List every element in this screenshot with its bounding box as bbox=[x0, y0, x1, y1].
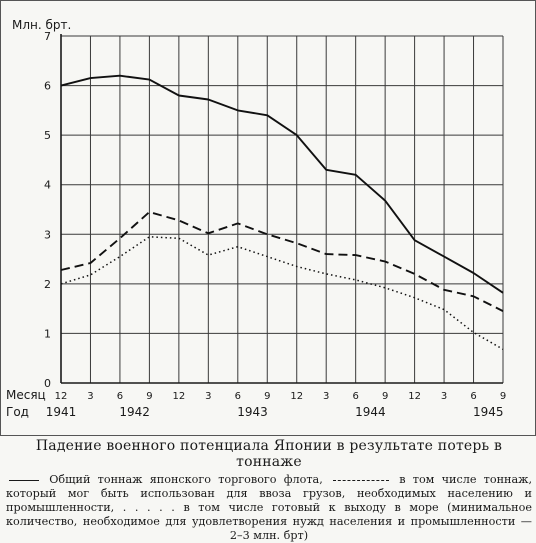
y-tick-label: 5 bbox=[44, 129, 51, 142]
x-tick-label: 6 bbox=[117, 391, 123, 402]
series-line-solid bbox=[60, 74, 504, 294]
legend-text-total: Общий тоннаж японского торгового флота, bbox=[49, 473, 323, 486]
legend-text-import: в том числе тоннаж, который мог быть исп… bbox=[6, 473, 533, 514]
series-line-dashed bbox=[60, 211, 504, 312]
y-tick-label: 7 bbox=[44, 30, 51, 43]
y-tick-label: 3 bbox=[44, 228, 51, 241]
x-tick-label: 12 bbox=[55, 391, 68, 402]
x-tick-label: 9 bbox=[146, 391, 152, 402]
month-label: Месяц bbox=[6, 388, 46, 402]
year-tick-label: 1942 bbox=[119, 405, 150, 419]
year-tick-label: 1943 bbox=[237, 405, 268, 419]
y-tick-label: 4 bbox=[44, 179, 51, 192]
x-tick-label: 3 bbox=[205, 391, 211, 402]
x-tick-label: 9 bbox=[264, 391, 270, 402]
caption-title: Падение военного потенциала Японии в рез… bbox=[35, 438, 503, 470]
y-tick-label: 1 bbox=[44, 327, 51, 340]
x-tick-label: 6 bbox=[352, 391, 358, 402]
x-tick-label: 12 bbox=[290, 391, 303, 402]
y-tick-label: 0 bbox=[44, 377, 51, 390]
grid bbox=[60, 35, 504, 384]
year-tick-label: 1941 bbox=[46, 405, 77, 419]
y-tick-label: 2 bbox=[44, 278, 51, 291]
x-tick-label: 9 bbox=[500, 391, 506, 402]
legend-solid-line bbox=[9, 479, 39, 481]
legend-dotted-marker: . . . . . bbox=[122, 501, 175, 514]
caption: Падение военного потенциала Японии в рез… bbox=[6, 438, 532, 543]
x-tick-label: 12 bbox=[172, 391, 185, 402]
x-tick-label: 6 bbox=[235, 391, 241, 402]
y-axis-title: Млн. брт. bbox=[12, 18, 71, 32]
year-label: Год bbox=[6, 405, 29, 419]
year-tick-label: 1944 bbox=[355, 405, 386, 419]
series-layer bbox=[60, 74, 504, 350]
x-tick-label: 3 bbox=[323, 391, 329, 402]
axes bbox=[60, 34, 503, 384]
legend-dashed-line bbox=[333, 479, 389, 481]
x-tick-label: 9 bbox=[382, 391, 388, 402]
x-tick-label: 12 bbox=[408, 391, 421, 402]
x-tick-label: 6 bbox=[470, 391, 476, 402]
series-line-dotted bbox=[60, 236, 504, 350]
x-tick-label: 3 bbox=[441, 391, 447, 402]
x-tick-label: 3 bbox=[87, 391, 93, 402]
year-tick-label: 1945 bbox=[473, 405, 504, 419]
y-tick-label: 6 bbox=[44, 80, 51, 93]
caption-legend: Общий тоннаж японского торгового флота, … bbox=[6, 473, 532, 543]
